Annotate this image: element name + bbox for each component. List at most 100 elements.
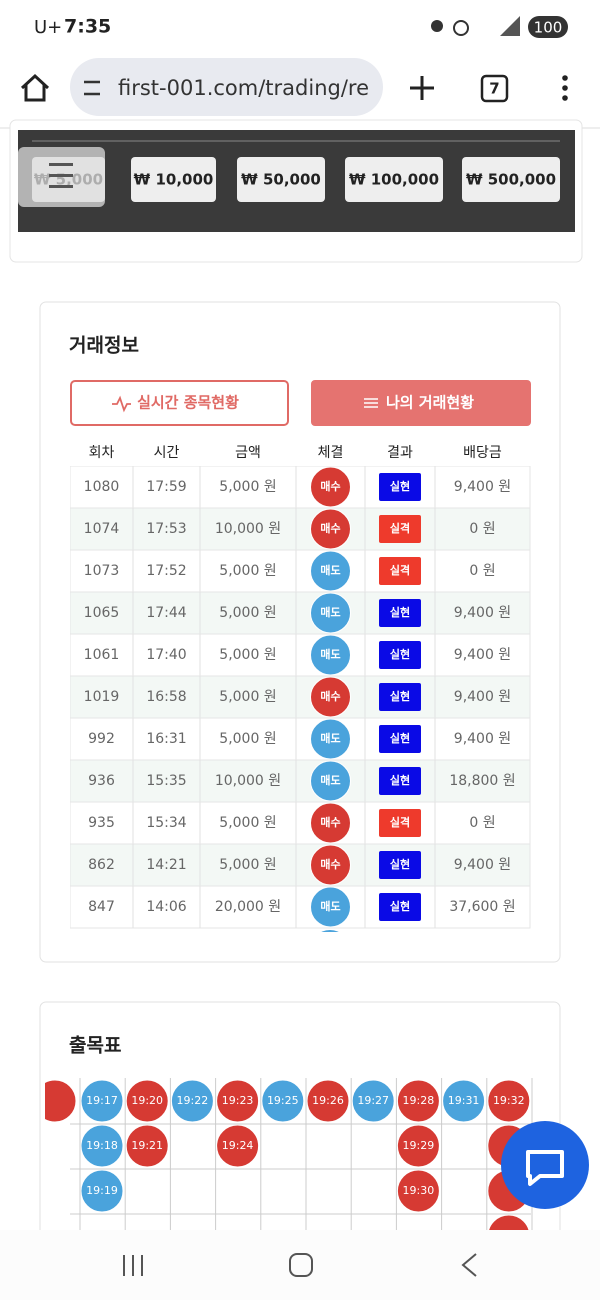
bet-button[interactable] (345, 157, 443, 202)
cell-text: 5,000 원 (219, 605, 276, 621)
cell-text: 5,000 원 (219, 479, 276, 495)
cell-text: 20,000 원 (215, 899, 281, 915)
cell-text: 9,400 원 (454, 605, 511, 621)
outcome-time: 19:31 (448, 1094, 480, 1107)
outcome-marker (80, 1079, 124, 1123)
outcome-time: 19:29 (403, 1139, 435, 1152)
cell-text: 17:40 (146, 647, 186, 663)
home-nav-button[interactable] (289, 1253, 313, 1277)
menu-bar (49, 163, 73, 166)
table-row (70, 549, 531, 593)
outcome-marker (396, 1169, 440, 1213)
cell-text: 1080 (84, 479, 120, 495)
cell-text: 9,400 원 (454, 647, 511, 663)
tab-live[interactable] (70, 380, 289, 426)
result-label: 실현 (390, 731, 410, 745)
cell-text: 9,400 원 (454, 857, 511, 873)
cell-text: 9,400 원 (454, 479, 511, 495)
result-badge (379, 893, 421, 921)
side-badge (310, 592, 351, 634)
outcome-time: 19:26 (312, 1094, 344, 1107)
side-label: 매수 (320, 815, 340, 829)
cell-text: 847 (88, 899, 115, 915)
side-badge (310, 802, 351, 844)
bet-button[interactable] (237, 157, 325, 202)
table-row (70, 801, 531, 845)
address-bar[interactable] (70, 58, 383, 116)
side-badge (310, 844, 351, 886)
result-label: 실현 (390, 605, 410, 619)
bet-button[interactable] (462, 157, 560, 202)
cell-text: 5,000 원 (219, 857, 276, 873)
column-header: 시간 (154, 445, 180, 461)
cell-text: 9,400 원 (454, 689, 511, 705)
home-button[interactable] (20, 73, 50, 102)
cell-text: 0 원 (469, 815, 495, 831)
cell-text: 17:53 (146, 521, 186, 537)
side-badge (310, 550, 351, 592)
outcome-time: 19:28 (403, 1094, 435, 1107)
tab-label: 실시간 종목현황 (137, 394, 239, 412)
outcome-marker (45, 1079, 77, 1123)
result-label: 실격 (390, 521, 410, 535)
column-header: 체결 (318, 445, 344, 461)
outcome-time: 19:18 (86, 1139, 118, 1152)
outcome-marker (170, 1079, 214, 1123)
tab-mine[interactable] (311, 380, 531, 426)
pulse-icon (112, 395, 131, 413)
result-label: 실현 (390, 857, 410, 871)
table-row (70, 885, 531, 929)
cell-text: 0 원 (469, 521, 495, 537)
bet-amount: ₩ 500,000 (466, 171, 556, 189)
battery-icon (528, 16, 568, 38)
carrier: U+ (34, 17, 62, 38)
side-badge (310, 886, 351, 928)
outcome-time: 19:20 (131, 1094, 163, 1107)
result-label: 실현 (390, 479, 410, 493)
cell-text: 992 (88, 731, 115, 747)
outcome-marker (396, 1079, 440, 1123)
cell-text: 935 (88, 815, 115, 831)
outcome-time: 19:23 (222, 1094, 254, 1107)
section-title: 출목표 (69, 1035, 121, 1057)
cell-text: 10,000 원 (215, 521, 281, 537)
nav-bar (0, 1230, 600, 1300)
bet-button[interactable] (131, 157, 216, 202)
outcome-time: 19:22 (177, 1094, 209, 1107)
table-row (70, 759, 531, 803)
cell-text: 15:35 (146, 773, 186, 789)
menu-bar (49, 174, 73, 177)
cell-text: 5,000 원 (219, 563, 276, 579)
outcome-marker (306, 1079, 350, 1123)
outcome-time: 19:32 (493, 1094, 525, 1107)
tabs-button[interactable] (480, 74, 509, 103)
menu-dot (562, 85, 568, 91)
back-button[interactable] (461, 1253, 477, 1277)
battery-level: 100 (534, 19, 563, 37)
outcome-marker (488, 1214, 530, 1230)
result-label: 실현 (390, 689, 410, 703)
side-label: 매수 (320, 479, 340, 493)
outcome-marker (80, 1124, 124, 1168)
cell-text: 14:21 (146, 857, 186, 873)
tab-count: 7 (489, 80, 499, 98)
result-label: 실격 (390, 563, 410, 577)
side-label: 매도 (320, 647, 340, 661)
new-tab-button[interactable] (410, 76, 434, 100)
tab-label: 나의 거래현황 (386, 394, 474, 412)
hotspot-icon (453, 20, 469, 36)
side-label: 매수 (320, 857, 340, 871)
cell-text: 17:44 (146, 605, 186, 621)
outcome-marker (216, 1124, 260, 1168)
side-label: 매도 (320, 731, 340, 745)
column-header: 결과 (387, 445, 413, 461)
result-label: 실현 (390, 647, 410, 661)
chat-button[interactable] (501, 1121, 589, 1209)
result-badge (379, 683, 421, 711)
result-badge (379, 851, 421, 879)
outcome-marker (216, 1079, 260, 1123)
result-badge (379, 641, 421, 669)
cell-text: 37,600 원 (449, 899, 515, 915)
column-header: 회차 (89, 445, 115, 461)
